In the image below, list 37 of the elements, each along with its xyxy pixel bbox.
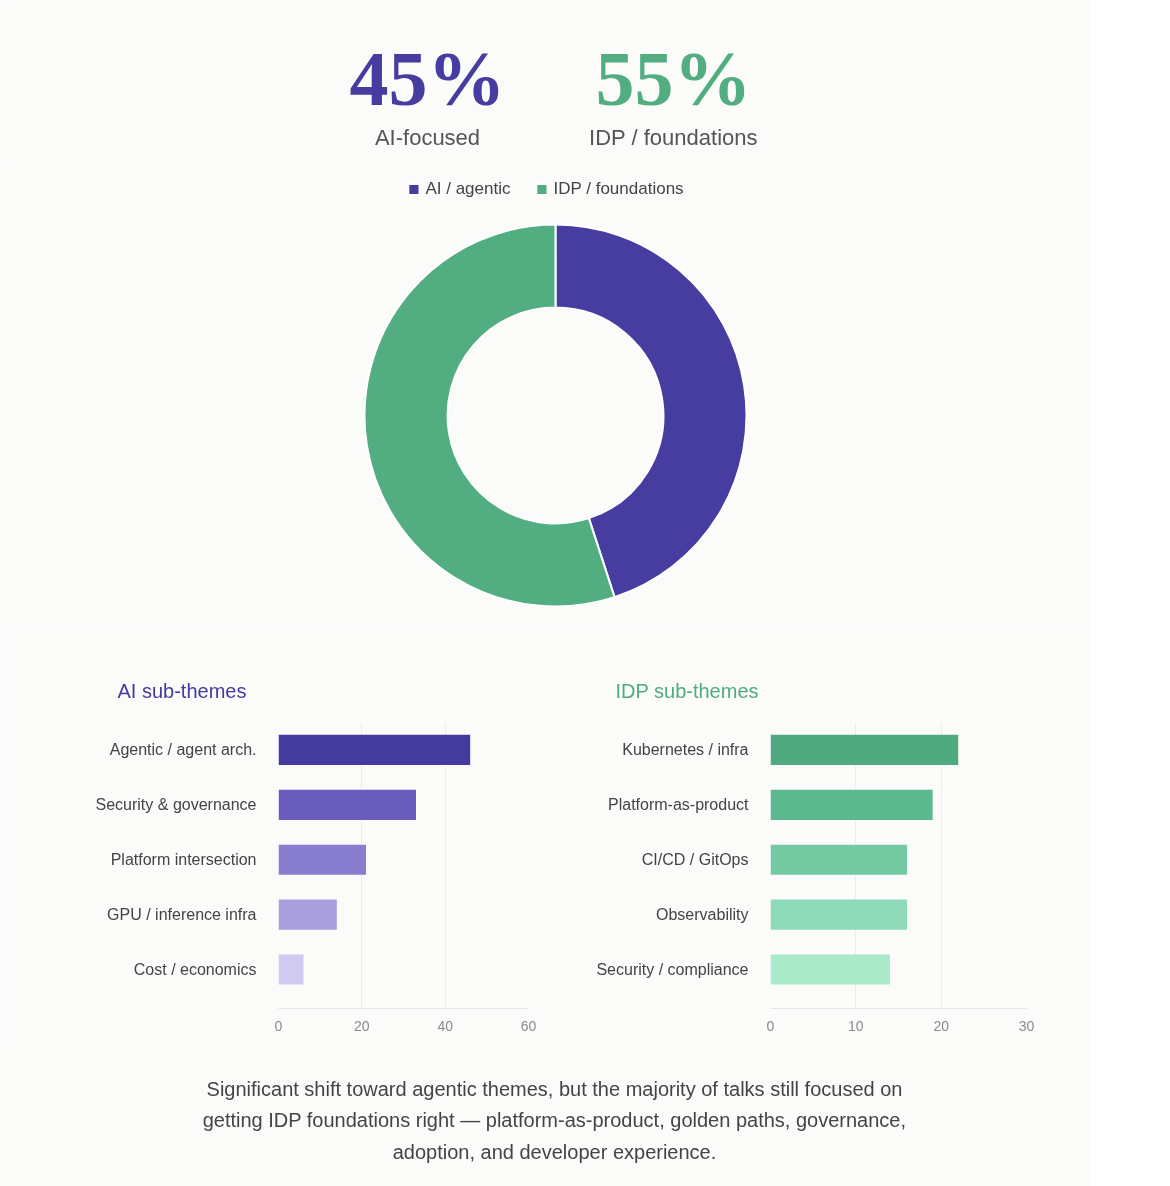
y-tick-label: GPU / inference infra: [107, 906, 257, 924]
legend-label: IDP / foundations: [553, 179, 684, 199]
text: AI-focused: [374, 125, 481, 150]
bar: [770, 899, 908, 930]
x-tick-label: 10: [848, 1017, 864, 1034]
bar: [278, 734, 471, 766]
y-tick-label: Cost / economics: [133, 961, 257, 979]
bar: [770, 954, 890, 985]
x-tick-label: 60: [520, 1017, 537, 1034]
y-tick-label: Platform-as-product: [608, 796, 750, 814]
bar: [278, 954, 304, 985]
y-tick-label: Observability: [656, 906, 749, 924]
y-tick-label: Platform intersection: [110, 851, 257, 869]
legend-label: AI / agentic: [425, 179, 511, 199]
x-tick-label: 30: [1018, 1017, 1035, 1034]
y-tick-label: Security / compliance: [596, 961, 749, 979]
text: 45%: [349, 35, 506, 122]
bar: [770, 789, 933, 820]
x-tick-label: 20: [933, 1017, 950, 1034]
bar: [278, 899, 337, 930]
chart-title: IDP sub-themes: [615, 679, 759, 702]
bar: [770, 734, 959, 766]
bar: [770, 844, 908, 875]
x-tick-label: 20: [354, 1017, 370, 1034]
y-tick-label: Security & governance: [95, 796, 257, 814]
text: IDP / foundations: [589, 125, 758, 150]
y-tick-label: Agentic / agent arch.: [109, 741, 257, 759]
text: Significant shift toward agentic themes, but the majority of talks still focused on getting IDP foundations right — platform-as-product, golden paths, governance, adoption, and developer experience.: [202, 1078, 907, 1163]
text: 55%: [595, 35, 752, 122]
bar: [278, 789, 416, 820]
x-tick-label: 40: [437, 1017, 454, 1034]
y-tick-label: Kubernetes / infra: [622, 741, 749, 759]
chart-title: AI sub-themes: [117, 679, 247, 702]
x-tick-label: 0: [766, 1017, 775, 1034]
bar: [278, 844, 366, 875]
x-tick-label: 0: [274, 1017, 283, 1034]
y-tick-label: CI/CD / GitOps: [641, 851, 749, 869]
